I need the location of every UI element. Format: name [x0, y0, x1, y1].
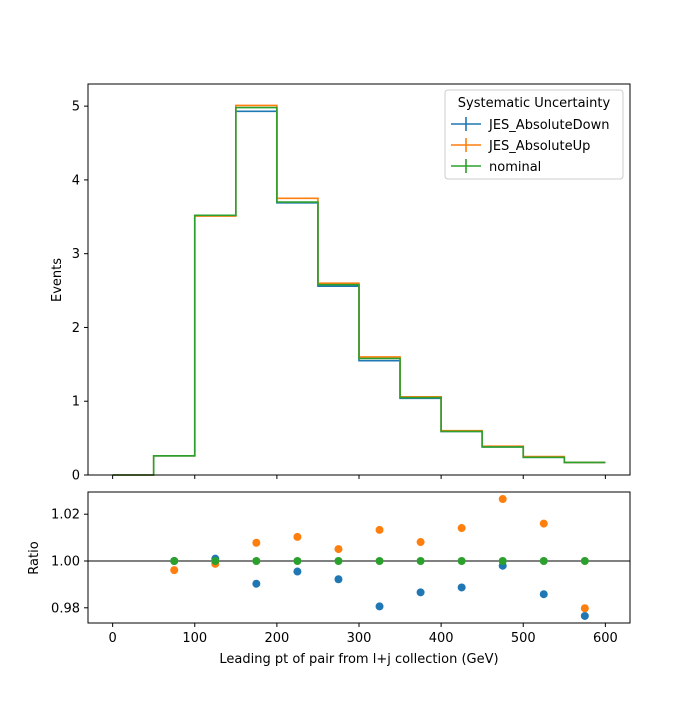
- x-tick-label: 500: [511, 631, 536, 646]
- series-line-nominal: [112, 106, 606, 476]
- top-series-group: [112, 104, 606, 476]
- ratio-point: [211, 557, 220, 566]
- legend-label: JES_AbsoluteDown: [488, 118, 609, 133]
- top-y-tick-label: 2: [72, 321, 80, 336]
- top-y-tick-label: 0: [72, 469, 80, 484]
- ratio-point: [498, 495, 507, 504]
- ratio-panel: 0.98 1.00 1.02 0 100 200 300 400 500 600 Ratio L…: [27, 491, 631, 667]
- top-x-axis-ticks: [112, 475, 606, 479]
- top-y-tick-label: 5: [72, 100, 80, 115]
- ratio-point: [416, 588, 425, 597]
- ratio-point: [457, 524, 466, 533]
- x-tick-label: 600: [593, 631, 618, 646]
- x-tick-label: 300: [347, 631, 372, 646]
- ratio-point: [416, 557, 425, 566]
- ratio-point: [580, 604, 589, 613]
- ratio-y-tick-label: 1.00: [51, 555, 80, 570]
- top-y-tick-label: 3: [72, 247, 80, 262]
- ratio-point: [334, 557, 343, 566]
- top-panel: 0 1 2 3 4 5 Events Systematic Uncertainty JES…: [50, 83, 631, 484]
- ratio-point: [334, 575, 343, 584]
- ratio-points-group: [170, 495, 589, 620]
- x-tick-label: 400: [429, 631, 454, 646]
- ratio-y-axis-ticks: 0.98 1.00 1.02: [51, 508, 88, 616]
- ratio-point: [334, 545, 343, 554]
- ratio-point: [252, 538, 261, 547]
- top-y-tick-label: 4: [72, 173, 80, 188]
- ratio-point: [416, 538, 425, 547]
- x-tick-label: 100: [182, 631, 207, 646]
- ratio-point: [539, 557, 548, 566]
- ratio-point: [375, 557, 384, 566]
- ratio-x-axis-ticks: 0 100 200 300 400 500 600: [108, 623, 618, 646]
- ratio-point: [375, 602, 384, 611]
- ratio-point: [252, 557, 261, 566]
- ratio-point: [293, 532, 302, 541]
- ratio-plot-frame: [87, 491, 631, 624]
- top-y-axis-label: Events: [50, 258, 65, 302]
- legend-entry-jes-absolutedown: JES_AbsoluteDown: [451, 117, 609, 133]
- legend-label: JES_AbsoluteUp: [488, 139, 590, 154]
- legend: Systematic Uncertainty JES_AbsoluteDownJ…: [444, 89, 624, 180]
- legend-label: nominal: [489, 160, 541, 175]
- x-axis-label: Leading pt of pair from l+j collection (…: [219, 652, 498, 667]
- legend-entry-nominal: nominal: [451, 159, 541, 175]
- ratio-series-nominal: [170, 557, 589, 566]
- ratio-point: [457, 557, 466, 566]
- x-tick-label: 200: [264, 631, 289, 646]
- ratio-point: [375, 525, 384, 534]
- x-tick-label: 0: [108, 631, 116, 646]
- ratio-y-axis-label: Ratio: [27, 541, 42, 574]
- ratio-y-tick-label: 0.98: [51, 601, 80, 616]
- ratio-point: [293, 567, 302, 576]
- legend-entry-jes-absoluteup: JES_AbsoluteUp: [451, 138, 590, 154]
- ratio-point: [293, 557, 302, 566]
- ratio-point: [539, 590, 548, 599]
- ratio-y-tick-label: 1.02: [51, 508, 80, 523]
- ratio-point: [580, 557, 589, 566]
- top-y-tick-label: 1: [72, 395, 80, 410]
- ratio-point: [252, 579, 261, 588]
- ratio-point: [539, 519, 548, 528]
- ratio-point: [580, 611, 589, 620]
- top-y-axis-ticks: 0 1 2 3 4 5: [72, 100, 88, 484]
- ratio-point: [170, 557, 179, 566]
- top-plot-frame: [87, 83, 631, 476]
- ratio-plot-area: [88, 492, 630, 623]
- ratio-point: [170, 566, 179, 575]
- ratio-point: [457, 583, 466, 592]
- ratio-point: [498, 557, 507, 566]
- legend-title: Systematic Uncertainty: [458, 96, 611, 111]
- legend-box: [444, 89, 624, 180]
